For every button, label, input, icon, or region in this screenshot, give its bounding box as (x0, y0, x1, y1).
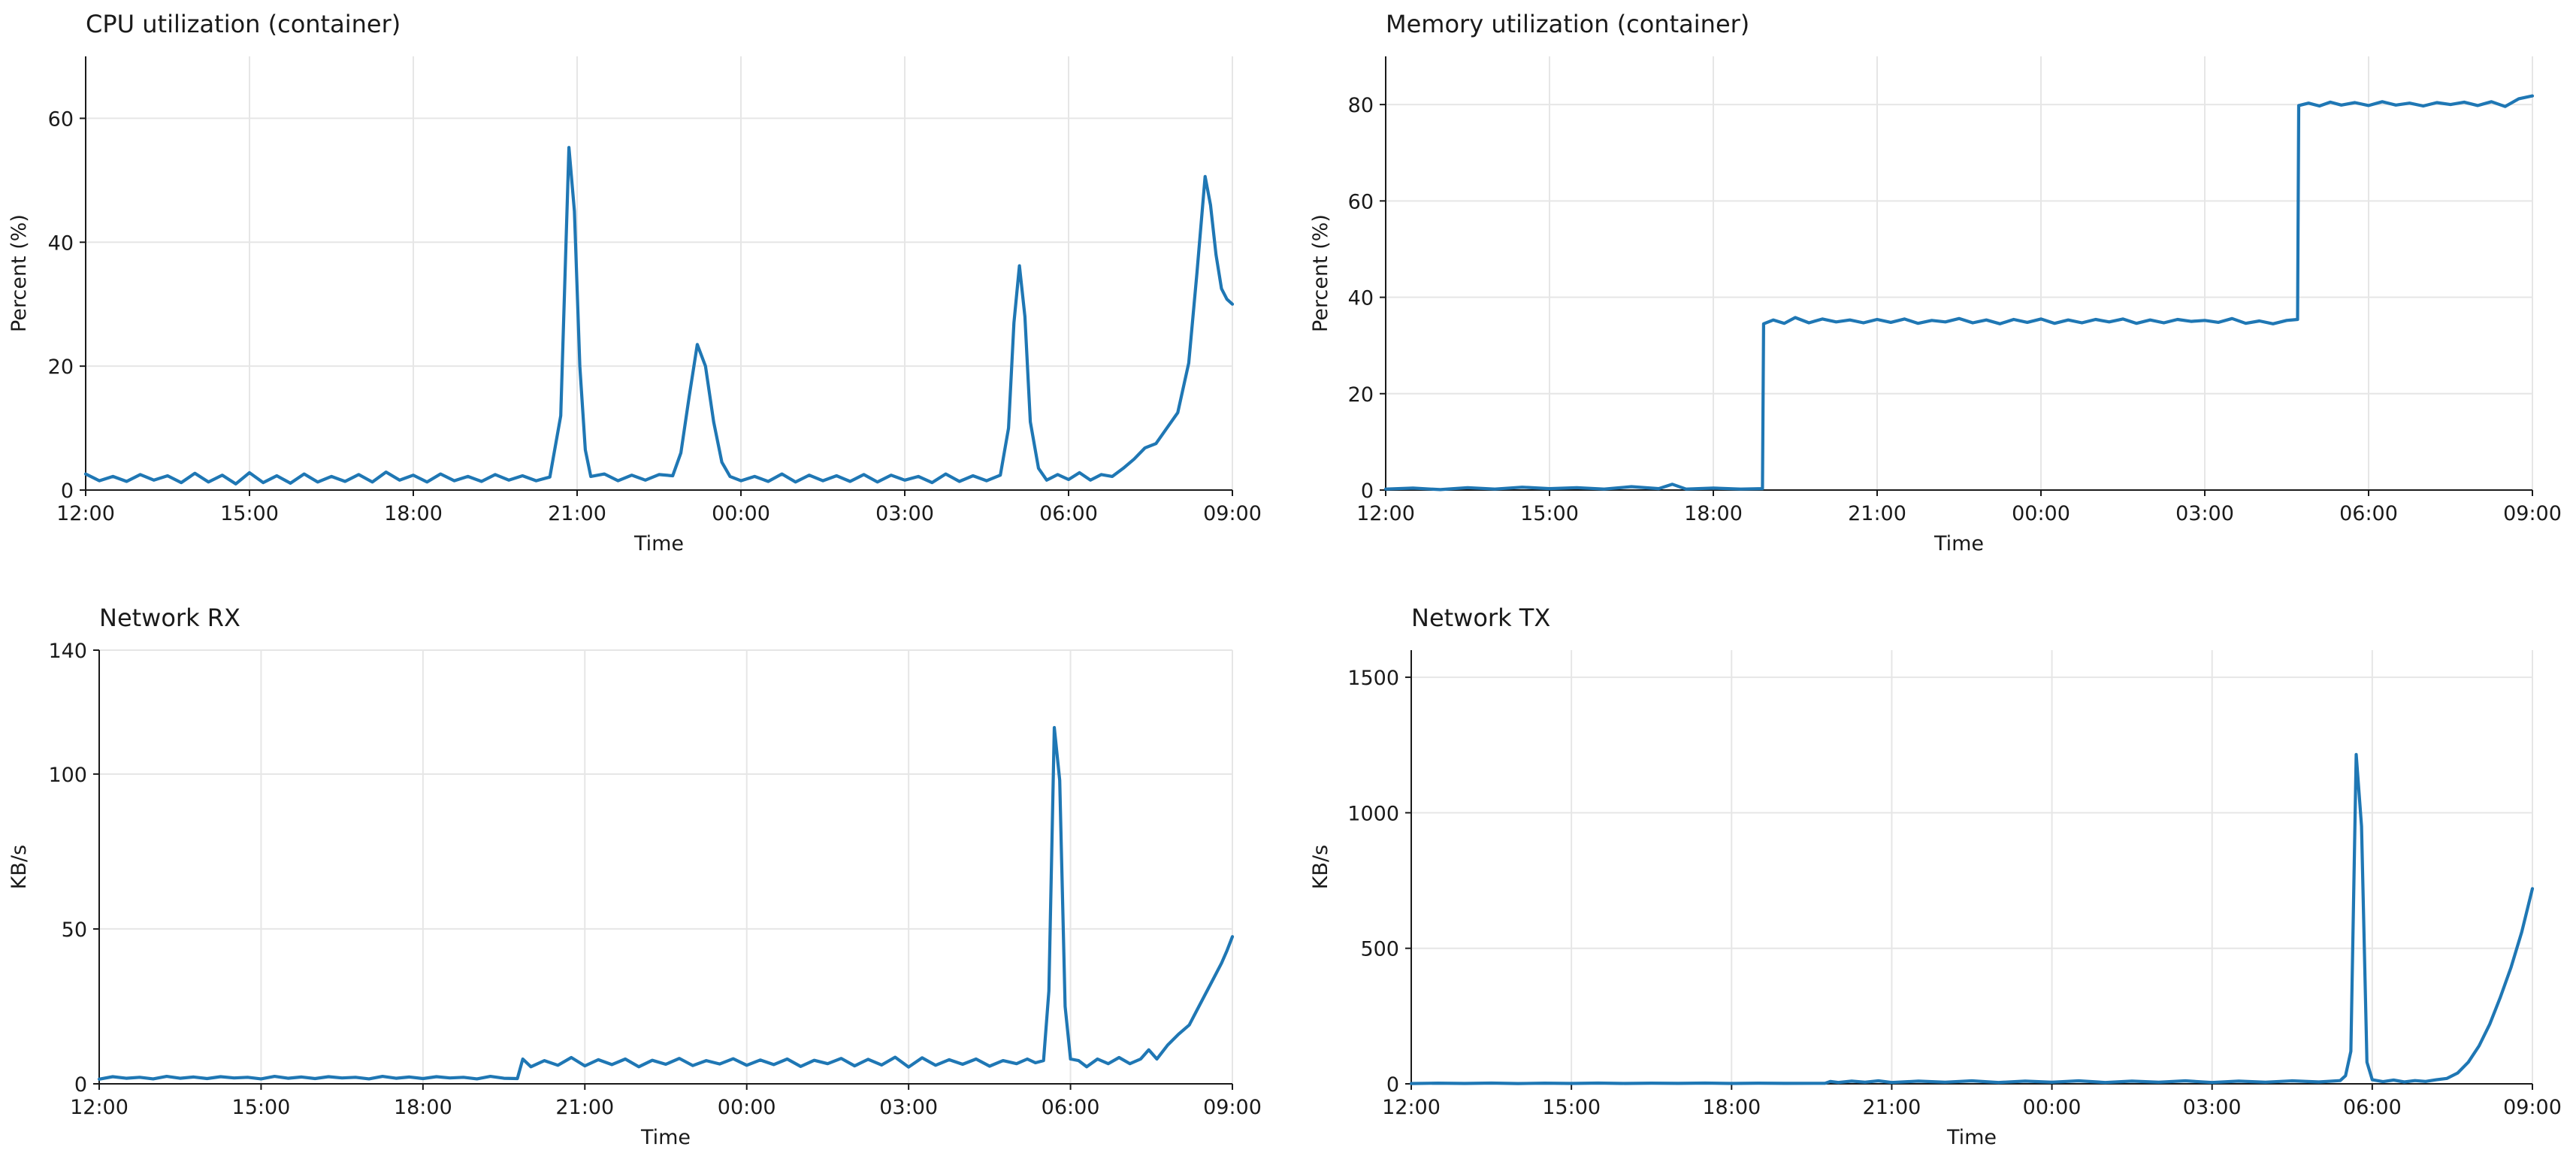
x-tick-label: 12:00 (1382, 1096, 1441, 1119)
x-tick-label: 06:00 (2343, 1096, 2402, 1119)
chart-title: CPU utilization (container) (86, 10, 401, 38)
network-tx-chart: 12:00 15:00 18:00 21:00 00:00 03:00 06:00 09:00… (1309, 604, 2562, 1149)
x-tick-label: 00:00 (718, 1096, 776, 1119)
x-tick-label: 03:00 (879, 1096, 938, 1119)
network-rx-series-line (97, 725, 1235, 1081)
x-tick-label: 06:00 (2339, 502, 2398, 525)
x-tick-label: 09:00 (2503, 502, 2562, 525)
x-tick-label: 18:00 (384, 502, 443, 525)
x-tick-label: 21:00 (1863, 1096, 1921, 1119)
chart-title: Network RX (99, 604, 240, 632)
y-tick-label: 40 (1348, 287, 1374, 310)
x-tick-label: 00:00 (712, 502, 770, 525)
x-tick-label: 06:00 (1039, 502, 1098, 525)
x-tick-label: 06:00 (1042, 1096, 1100, 1119)
x-tick-label: 21:00 (1848, 502, 1906, 525)
x-tick-label: 00:00 (2012, 502, 2070, 525)
cpu-series-line (83, 146, 1235, 486)
y-tick-label: 20 (48, 356, 74, 379)
x-tick-label: 18:00 (1702, 1096, 1761, 1119)
x-tick-label: 15:00 (1542, 1096, 1601, 1119)
x-tick-label: 09:00 (1203, 502, 1262, 525)
x-axis-label: Time (640, 1126, 691, 1149)
memory-series-line (1383, 94, 2535, 492)
x-tick-label: 15:00 (232, 1096, 291, 1119)
chart-title: Network TX (1411, 604, 1550, 632)
x-tick-label: 09:00 (2503, 1096, 2562, 1119)
y-axis-label: Percent (%) (8, 214, 31, 332)
y-tick-label: 140 (48, 640, 87, 663)
x-tick-label: 09:00 (1203, 1096, 1262, 1119)
x-tick-label: 12:00 (1356, 502, 1415, 525)
x-tick-label: 03:00 (2175, 502, 2234, 525)
y-tick-label: 50 (62, 918, 87, 942)
x-tick-label: 03:00 (875, 502, 934, 525)
x-axis-label: Time (1946, 1126, 1997, 1149)
x-tick-label: 15:00 (1520, 502, 1579, 525)
y-tick-label: 20 (1348, 383, 1374, 407)
x-tick-label: 18:00 (394, 1096, 452, 1119)
x-axis-label: Time (633, 532, 684, 555)
y-tick-label: 100 (48, 764, 87, 787)
chart-title: Memory utilization (container) (1386, 10, 1749, 38)
x-tick-label: 00:00 (2023, 1096, 2082, 1119)
x-tick-label: 03:00 (2183, 1096, 2242, 1119)
x-tick-label: 12:00 (56, 502, 115, 525)
y-tick-label: 60 (48, 107, 74, 131)
x-tick-label: 18:00 (1684, 502, 1743, 525)
y-tick-label: 500 (1360, 938, 1399, 961)
x-tick-label: 15:00 (220, 502, 279, 525)
y-tick-label: 1500 (1347, 667, 1399, 690)
y-tick-label: 60 (1348, 190, 1374, 213)
y-axis-label: KB/s (8, 845, 31, 889)
memory-chart: 12:00 15:00 18:00 21:00 00:00 03:00 06:00 09:00… (1309, 10, 2562, 555)
y-tick-label: 0 (74, 1073, 87, 1097)
y-tick-label: 80 (1348, 94, 1374, 117)
y-tick-label: 0 (61, 480, 74, 503)
y-tick-label: 0 (1361, 480, 1374, 503)
y-tick-label: 0 (1386, 1073, 1399, 1097)
cpu-chart: 12:00 15:00 18:00 21:00 00:00 03:00 06:00 09:00… (8, 10, 1262, 555)
network-rx-chart: 12:00 15:00 18:00 21:00 00:00 03:00 06:00 09:00… (8, 604, 1262, 1149)
y-tick-label: 1000 (1347, 802, 1399, 825)
x-axis-label: Time (1934, 532, 1984, 555)
y-axis-label: KB/s (1309, 845, 1332, 889)
network-tx-series-line (1409, 752, 2535, 1085)
x-tick-label: 12:00 (70, 1096, 128, 1119)
x-tick-label: 21:00 (555, 1096, 614, 1119)
y-tick-label: 40 (48, 231, 74, 255)
x-tick-label: 21:00 (548, 502, 606, 525)
y-axis-label: Percent (%) (1309, 214, 1332, 332)
